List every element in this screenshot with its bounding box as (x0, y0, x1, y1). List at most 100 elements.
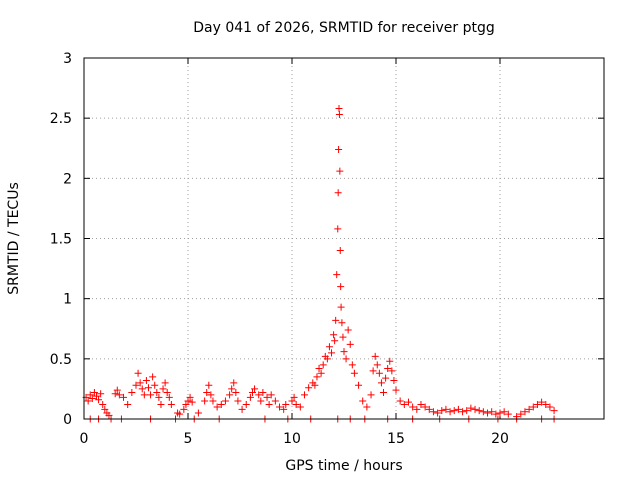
x-axis-label: GPS time / hours (285, 458, 402, 474)
data-point (525, 405, 533, 413)
data-point (95, 396, 103, 404)
data-points (82, 105, 558, 423)
data-point (446, 408, 454, 416)
y-tick-label: 2.5 (50, 111, 72, 127)
data-point (246, 393, 254, 401)
data-point (182, 401, 190, 409)
data-point (238, 405, 246, 413)
data-point (336, 247, 344, 255)
plot-frame (83, 57, 605, 420)
data-point (331, 337, 339, 345)
data-point (213, 403, 221, 411)
data-point (323, 355, 331, 363)
data-point (259, 389, 267, 397)
data-point (521, 408, 529, 416)
data-point (207, 391, 215, 399)
data-point (417, 401, 425, 409)
data-point (296, 403, 304, 411)
data-point (176, 410, 184, 418)
data-point (390, 376, 398, 384)
data-point (228, 385, 236, 393)
data-point (344, 326, 352, 334)
data-point (488, 408, 496, 416)
data-point (335, 105, 343, 113)
data-point (255, 391, 263, 399)
data-point (144, 384, 152, 392)
data-point (546, 403, 554, 411)
data-point (434, 409, 442, 417)
data-point (124, 401, 132, 409)
data-point (134, 369, 142, 377)
data-point (384, 364, 392, 372)
data-point (359, 397, 367, 405)
data-point (340, 348, 348, 356)
data-point (167, 401, 175, 409)
data-point (377, 379, 385, 387)
data-point (317, 369, 325, 377)
data-point (342, 355, 350, 363)
data-point (380, 389, 388, 397)
y-tick-label: 0.5 (50, 352, 72, 368)
y-tick-label: 3 (63, 51, 72, 67)
data-point (290, 393, 298, 401)
data-point (232, 389, 240, 397)
y-tick-label: 1 (63, 292, 72, 308)
data-point (234, 397, 242, 405)
data-point (140, 391, 148, 399)
data-point (346, 340, 354, 348)
data-point (334, 225, 342, 233)
data-point (101, 405, 109, 413)
data-point (276, 403, 284, 411)
data-point (151, 381, 159, 389)
data-point (305, 384, 313, 392)
data-point (159, 385, 167, 393)
data-point (153, 389, 161, 397)
data-point (226, 391, 234, 399)
data-point (263, 393, 271, 401)
data-point (429, 408, 437, 416)
data-point (163, 389, 171, 397)
data-point (328, 349, 336, 357)
data-point (409, 403, 417, 411)
data-point (147, 391, 155, 399)
data-point (194, 409, 202, 417)
data-point (332, 316, 340, 324)
data-point (334, 189, 342, 197)
data-point (339, 333, 347, 341)
data-point (529, 403, 537, 411)
data-point (373, 361, 381, 369)
data-point (371, 352, 379, 360)
data-point (500, 408, 508, 416)
data-point (300, 391, 308, 399)
data-point (533, 401, 541, 409)
data-point (517, 410, 525, 418)
y-tick-label: 1.5 (50, 232, 72, 248)
data-point (350, 369, 358, 377)
data-point (205, 381, 213, 389)
data-point (319, 361, 327, 369)
data-point (132, 381, 140, 389)
tick-labels: 0 5 10 15 20 0 0.5 1 1.5 2 2.5 3 (50, 51, 509, 447)
x-tick-label: 15 (387, 431, 405, 447)
data-point (467, 404, 475, 412)
data-point (251, 385, 259, 393)
data-point (413, 405, 421, 413)
data-point (217, 401, 225, 409)
data-point (136, 379, 144, 387)
data-point (242, 401, 250, 409)
data-point (367, 391, 375, 399)
data-point (105, 411, 113, 419)
data-point (425, 405, 433, 413)
data-point (311, 381, 319, 389)
data-point (479, 408, 487, 416)
data-point (180, 405, 188, 413)
data-point (88, 395, 96, 403)
data-point (111, 390, 119, 398)
data-point (484, 409, 492, 417)
data-point (155, 393, 163, 401)
data-point (184, 397, 192, 405)
data-point (90, 389, 98, 397)
data-point (388, 367, 396, 375)
data-point (475, 407, 483, 415)
